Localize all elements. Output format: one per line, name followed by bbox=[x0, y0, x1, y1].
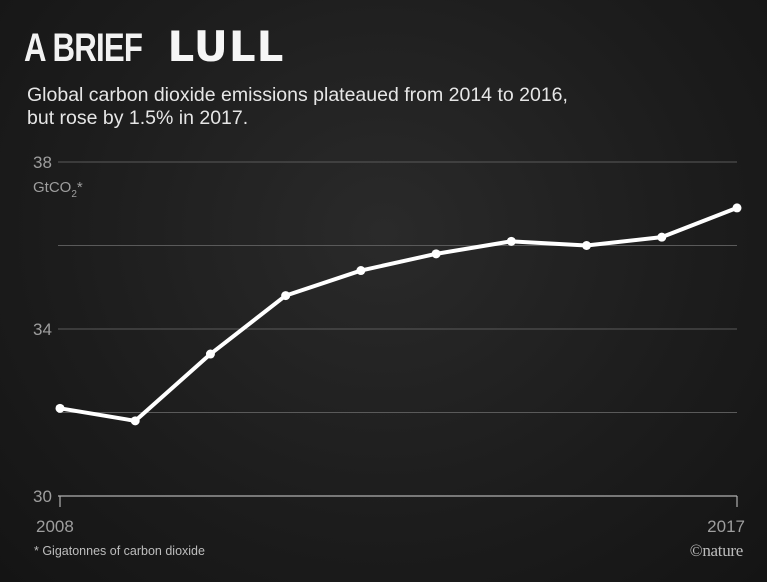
title-part-1: A BRIEF bbox=[24, 26, 143, 70]
data-points bbox=[55, 203, 742, 426]
data-point-2016 bbox=[657, 232, 667, 242]
x-tick-label-end: 2017 bbox=[707, 517, 745, 536]
data-point-2014 bbox=[506, 236, 516, 246]
y-tick-label-38: 38 bbox=[33, 153, 52, 172]
data-point-2013 bbox=[431, 249, 441, 259]
nature-credit-logo: ©nature bbox=[689, 541, 744, 560]
y-tick-label-34: 34 bbox=[33, 320, 52, 339]
title-part-2: LULL bbox=[167, 22, 285, 71]
chart-title: A BRIEF LULL bbox=[24, 22, 284, 71]
series-line-0 bbox=[58, 205, 739, 423]
data-point-2012 bbox=[356, 266, 366, 276]
grid-lines bbox=[58, 161, 737, 497]
data-point-2009 bbox=[130, 416, 140, 426]
axes: 30 34 38 GtCO2* 2008 2017 bbox=[33, 153, 745, 536]
data-point-2017 bbox=[732, 203, 742, 213]
footnote: * Gigatonnes of carbon dioxide bbox=[34, 544, 205, 558]
data-point-2010 bbox=[205, 349, 215, 359]
data-point-2008 bbox=[55, 403, 65, 413]
chart-subtitle: Global carbon dioxide emissions plateaue… bbox=[27, 84, 568, 129]
data-point-2011 bbox=[281, 291, 291, 301]
series-layer bbox=[58, 205, 739, 423]
y-tick-label-30: 30 bbox=[33, 487, 52, 506]
data-point-2015 bbox=[582, 241, 592, 250]
x-tick-label-start: 2008 bbox=[36, 517, 74, 536]
y-axis-unit-label: GtCO2* bbox=[33, 179, 83, 200]
